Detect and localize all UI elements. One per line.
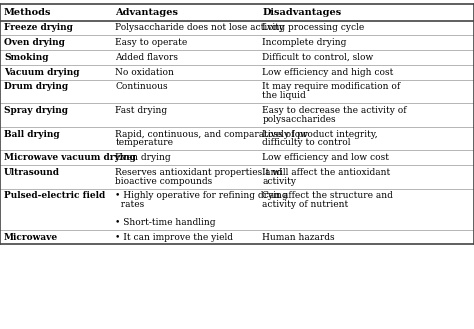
Text: Ultrasound: Ultrasound [4,168,60,177]
Text: difficulty to control: difficulty to control [262,139,351,147]
Text: Can affect the structure and: Can affect the structure and [262,191,393,200]
Text: polysaccharides: polysaccharides [262,115,336,124]
Text: activity of nutrient: activity of nutrient [262,200,348,209]
Text: Freeze drying: Freeze drying [4,23,73,32]
Text: rates: rates [115,200,145,209]
Text: Incomplete drying: Incomplete drying [262,38,346,47]
Text: Smoking: Smoking [4,53,48,62]
Text: • Short-time handling: • Short-time handling [115,218,216,227]
Text: Reserves antioxidant properties and: Reserves antioxidant properties and [115,168,283,177]
Text: bioactive compounds: bioactive compounds [115,177,213,186]
Text: • It can improve the yield: • It can improve the yield [115,233,233,241]
Text: Easy to decrease the activity of: Easy to decrease the activity of [262,106,407,115]
Text: Disadvantages: Disadvantages [262,8,342,17]
Text: No oxidation: No oxidation [115,68,174,77]
Text: temperature: temperature [115,139,173,147]
Text: Microwave vacuum drying: Microwave vacuum drying [4,153,136,162]
Text: Vacuum drying: Vacuum drying [4,68,80,77]
Text: Even drying: Even drying [115,153,171,162]
Text: Polysaccharide does not lose activity: Polysaccharide does not lose activity [115,23,284,32]
Text: activity: activity [262,177,296,186]
Text: Human hazards: Human hazards [262,233,335,241]
Text: • Highly operative for refining drying: • Highly operative for refining drying [115,191,288,200]
Text: Drum drying: Drum drying [4,83,68,91]
Text: Ball drying: Ball drying [4,130,60,139]
Text: Low efficiency and low cost: Low efficiency and low cost [262,153,389,162]
Text: Methods: Methods [4,8,52,17]
Text: Loss of product integrity,: Loss of product integrity, [262,130,378,139]
Text: It will affect the antioxidant: It will affect the antioxidant [262,168,391,177]
Text: Difficult to control, slow: Difficult to control, slow [262,53,374,62]
Text: Microwave: Microwave [4,233,58,241]
Text: the liquid: the liquid [262,91,306,100]
Text: Low efficiency and high cost: Low efficiency and high cost [262,68,394,77]
Text: Pulsed-electric field: Pulsed-electric field [4,191,105,200]
Text: Long processing cycle: Long processing cycle [262,23,365,32]
Text: It may require modification of: It may require modification of [262,83,401,91]
Text: Advantages: Advantages [115,8,178,17]
Text: Rapid, continuous, and comparatively low: Rapid, continuous, and comparatively low [115,130,309,139]
Text: Easy to operate: Easy to operate [115,38,188,47]
Text: Spray drying: Spray drying [4,106,68,115]
Text: Fast drying: Fast drying [115,106,167,115]
Text: Oven drying: Oven drying [4,38,65,47]
Text: Continuous: Continuous [115,83,168,91]
Text: Added flavors: Added flavors [115,53,178,62]
